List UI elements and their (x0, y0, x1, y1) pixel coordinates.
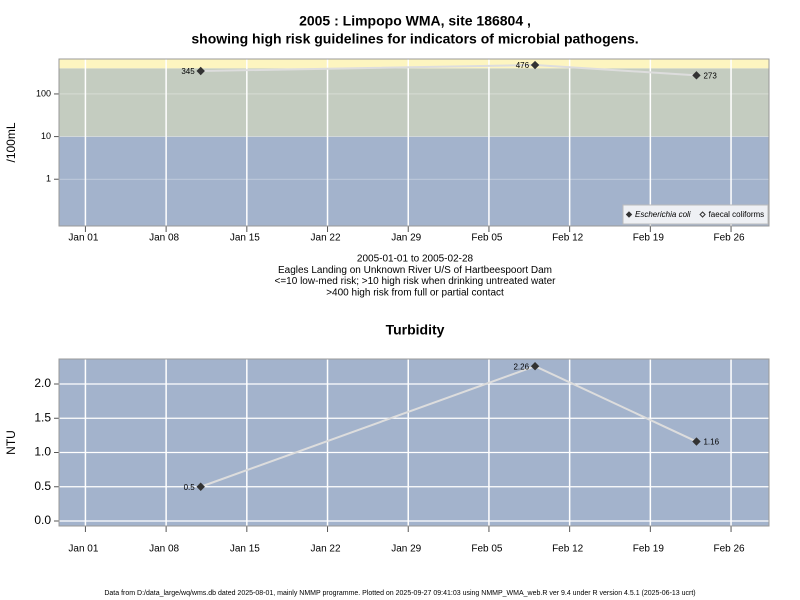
chart-note: Eagles Landing on Unknown River U/S of H… (278, 265, 552, 276)
chart-note: 2005-01-01 to 2005-02-28 (357, 254, 474, 265)
x-tick-label: Feb 12 (552, 233, 584, 244)
data-label: 273 (703, 71, 717, 80)
legend-label: Escherichia coli (635, 210, 691, 219)
data-point (196, 482, 205, 491)
x-tick-label: Jan 22 (311, 233, 341, 244)
plot-border (58, 58, 770, 227)
y-tick-label: 10 (41, 131, 51, 141)
data-point (196, 66, 205, 76)
plot-border (58, 358, 770, 527)
x-tick-label: Jan 15 (230, 544, 260, 555)
x-tick-label: Jan 29 (391, 233, 421, 244)
x-tick-label: Feb 05 (471, 544, 503, 555)
x-tick-label: Feb 26 (713, 544, 745, 555)
legend: Escherichia coli faecal coliforms (622, 204, 769, 225)
x-tick-label: Feb 26 (713, 233, 745, 244)
x-tick-label: Feb 05 (471, 233, 503, 244)
y-tick-label: 1 (46, 174, 51, 184)
x-tick-label: Jan 08 (149, 544, 179, 555)
x-tick-label: Jan 22 (311, 544, 341, 555)
legend-box (622, 204, 769, 225)
y-tick-label: 0.5 (34, 479, 51, 493)
data-point (692, 437, 701, 446)
data-point (692, 71, 701, 80)
chart-title: Turbidity (386, 322, 445, 338)
legend-marker (699, 211, 706, 218)
data-label: 345 (181, 67, 195, 76)
chart-title: 2005 : Limpopo WMA, site 186804 , (299, 13, 531, 29)
y-tick-label: 100 (36, 88, 51, 98)
data-label: 0.5 (184, 483, 196, 492)
risk-band (59, 59, 769, 69)
y-tick-label: 1.0 (34, 445, 51, 459)
legend-marker (625, 211, 633, 218)
x-tick-label: Jan 01 (68, 233, 98, 244)
x-tick-label: Feb 12 (552, 544, 584, 555)
y-axis-label: /100mL (4, 122, 18, 162)
x-tick-label: Feb 19 (633, 233, 665, 244)
x-tick-label: Feb 19 (633, 544, 665, 555)
data-label: 476 (516, 61, 530, 70)
y-tick-label: 1.5 (34, 410, 51, 424)
data-label: 2.26 (513, 362, 529, 371)
data-point (530, 361, 540, 371)
y-tick-label: 2.0 (34, 376, 51, 390)
x-tick-label: Jan 29 (391, 544, 421, 555)
y-tick-label: 0.0 (34, 513, 51, 527)
x-tick-label: Jan 15 (230, 233, 260, 244)
footer: Data from D:/data_large/wq/wms.db dated … (104, 590, 695, 597)
legend-label: faecal coliforms (709, 210, 765, 219)
x-tick-label: Jan 01 (68, 544, 98, 555)
x-tick-label: Jan 08 (149, 233, 179, 244)
chart-note: <=10 low-med risk; >10 high risk when dr… (275, 276, 557, 287)
data-point (530, 60, 540, 70)
chart-note: >400 high risk from full or partial cont… (326, 288, 504, 299)
chart-title: showing high risk guidelines for indicat… (191, 31, 638, 47)
data-label: 1.16 (703, 438, 719, 447)
y-axis-label: NTU (4, 430, 18, 455)
